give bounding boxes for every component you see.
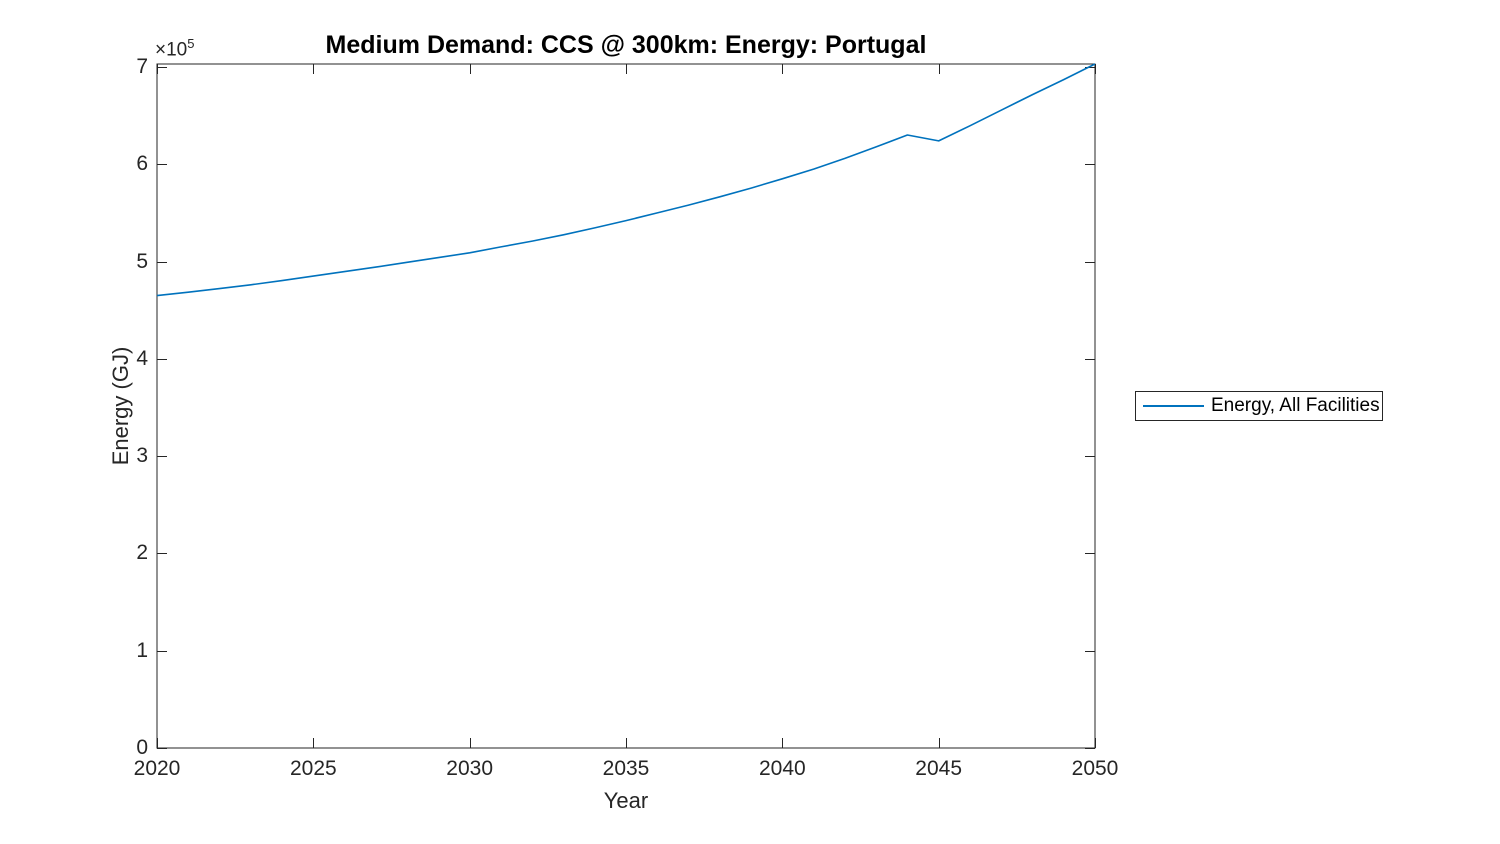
axes-box (156, 63, 1096, 749)
x-axis-label: Year (603, 788, 649, 813)
x-tick-label: 2040 (758, 757, 806, 780)
y-tick-label: 3 (136, 444, 148, 468)
y-axis-multiplier: ×105 (155, 36, 194, 61)
y-tick-label: 1 (136, 638, 148, 662)
y-tick-label: 7 (136, 54, 148, 78)
data-line (156, 63, 1096, 297)
y-tick-label: 4 (136, 346, 148, 370)
multiplier-exponent: 5 (187, 36, 195, 51)
x-tick-label: 2035 (602, 757, 650, 780)
chart-title: Medium Demand: CCS @ 300km: Energy: Port… (325, 31, 927, 59)
x-tick-label: 2045 (915, 757, 963, 780)
y-tick-label: 2 (136, 541, 148, 565)
x-tick-label: 2025 (289, 757, 337, 780)
multiplier-base: ×10 (155, 39, 188, 61)
legend-label: Energy, All Facilities (1211, 395, 1380, 416)
y-tick-label: 5 (136, 249, 148, 273)
x-tick-label: 2030 (446, 757, 494, 780)
x-tick-label: 2020 (133, 757, 181, 780)
y-tick-label: 0 (136, 736, 148, 759)
x-tick-label: 2050 (1071, 757, 1119, 780)
legend-line-sample (1143, 405, 1204, 407)
y-axis-label: Energy (GJ) (108, 346, 133, 466)
y-tick-label: 6 (136, 152, 148, 176)
legend: Energy, All Facilities (1135, 391, 1383, 421)
